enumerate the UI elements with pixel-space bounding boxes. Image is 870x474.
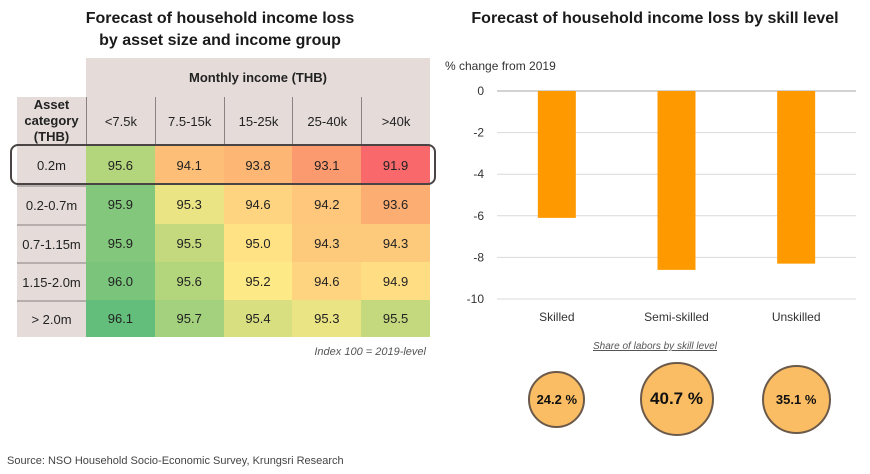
heat-cell: 94.3 (292, 224, 362, 262)
heat-cell: 95.9 (86, 185, 155, 224)
heat-cell: 94.9 (361, 262, 430, 300)
row-label: 1.15-2.0m (17, 262, 86, 300)
column-header: <7.5k (86, 97, 155, 145)
heat-cell: 95.5 (361, 300, 430, 337)
heat-cell: 95.3 (292, 300, 362, 337)
heat-cell: 95.7 (154, 300, 224, 337)
column-header: 7.5-15k (154, 97, 224, 145)
heat-cell: 95.9 (86, 224, 155, 262)
heat-cell: 95.4 (223, 300, 293, 337)
heat-cell: 94.1 (154, 145, 224, 185)
heatmap-title-line2: by asset size and income group (99, 32, 341, 49)
y-tick-label: -8 (473, 250, 484, 264)
heat-cell: 95.6 (154, 262, 224, 300)
column-header: 15-25k (223, 97, 293, 145)
share-title: Share of labors by skill level (593, 341, 717, 352)
col-group-header: Monthly income (THB) (86, 58, 430, 97)
bar-chart: % change from 2019 0 -2 -4 -6 -8 -10 Skilled Sem… (445, 59, 856, 324)
heat-cell: 95.2 (223, 262, 293, 300)
column-header: 25-40k (292, 97, 362, 145)
bar-unskilled (777, 91, 816, 264)
bar-chart-title: Forecast of household income loss by ski… (471, 10, 839, 27)
heat-cell: 96.0 (86, 262, 155, 300)
heat-cell: 93.6 (361, 185, 430, 224)
heat-cell: 95.3 (154, 185, 224, 224)
heat-cell: 95.6 (86, 145, 155, 185)
y-tick-label: -10 (467, 292, 485, 306)
index-note: Index 100 = 2019-level (314, 346, 426, 358)
source-note: Source: NSO Household Socio-Economic Sur… (7, 455, 344, 467)
row-label: 0.2m (17, 145, 86, 185)
heat-cell: 96.1 (86, 300, 155, 337)
y-axis-label: % change from 2019 (445, 59, 556, 73)
y-tick-label: -6 (473, 209, 484, 223)
share-bubble-semi-skilled: 40.7 % (639, 362, 714, 436)
heat-cell: 93.1 (292, 145, 362, 185)
share-bubble-unskilled: 35.1 % (761, 364, 831, 434)
row-label: > 2.0m (17, 300, 86, 337)
y-tick-label: -2 (473, 126, 484, 140)
row-label: 0.2-0.7m (17, 185, 86, 224)
heatmap-title-line1: Forecast of household income loss (85, 10, 355, 27)
bar-semi-skilled (657, 91, 696, 270)
x-tick-label: Skilled (539, 310, 574, 324)
heat-cell: 95.5 (154, 224, 224, 262)
y-tick-label: 0 (477, 84, 484, 98)
y-tick-label: -4 (473, 167, 484, 181)
heat-cell: 94.3 (361, 224, 430, 262)
heat-cell: 93.8 (223, 145, 293, 185)
heatmap-title: Forecast of household income loss by ass… (0, 8, 440, 52)
heat-cell: 91.9 (361, 145, 430, 185)
row-header: Asset category (THB) (17, 97, 86, 145)
bar-skilled (537, 91, 576, 218)
column-header: >40k (361, 97, 430, 145)
heat-cell: 95.0 (223, 224, 293, 262)
share-bubble-skilled: 24.2 % (528, 370, 586, 428)
heat-cell: 94.6 (223, 185, 293, 224)
heat-cell: 94.6 (292, 262, 362, 300)
row-label: 0.7-1.15m (17, 224, 86, 262)
x-tick-label: Unskilled (772, 310, 821, 324)
x-tick-label: Semi-skilled (644, 310, 709, 324)
heat-cell: 94.2 (292, 185, 362, 224)
